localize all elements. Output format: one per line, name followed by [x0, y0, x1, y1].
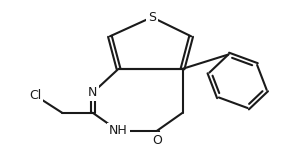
Text: Cl: Cl [29, 89, 42, 102]
Text: N: N [88, 86, 97, 99]
Text: S: S [148, 11, 156, 24]
Text: O: O [152, 134, 162, 147]
Text: NH: NH [109, 125, 128, 137]
